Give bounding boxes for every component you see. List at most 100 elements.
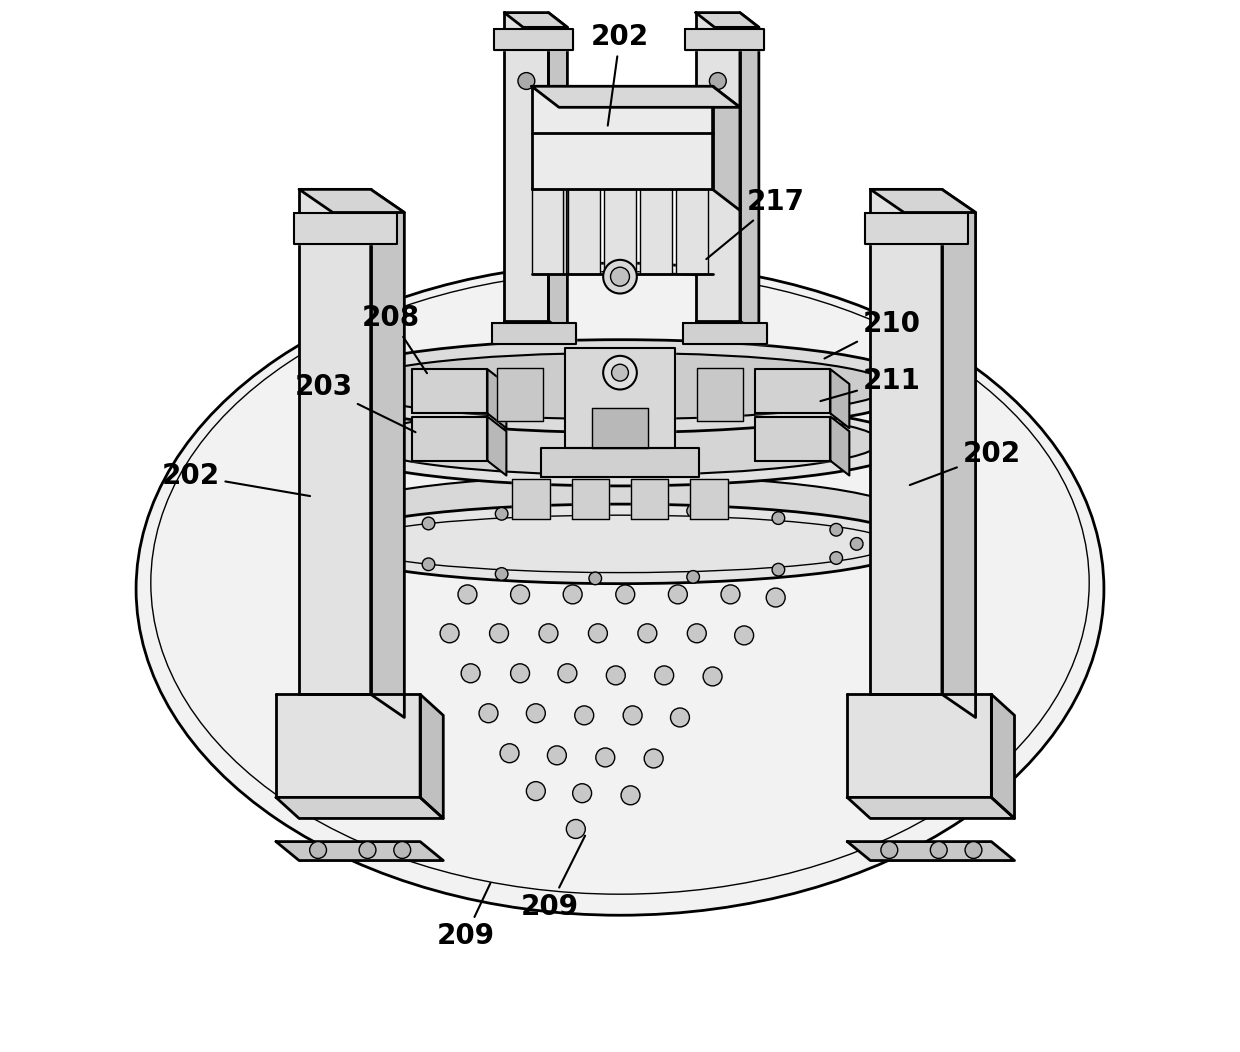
Polygon shape [568,189,600,274]
Polygon shape [847,797,1014,818]
Polygon shape [572,479,610,519]
Ellipse shape [136,263,1104,915]
Polygon shape [866,213,968,244]
Polygon shape [541,448,699,477]
Polygon shape [277,842,443,861]
Polygon shape [491,323,575,344]
Circle shape [773,511,785,524]
Circle shape [595,748,615,767]
Circle shape [382,530,394,543]
Circle shape [511,664,529,683]
Polygon shape [831,417,849,476]
Circle shape [603,260,637,294]
Circle shape [687,505,699,518]
Polygon shape [755,369,831,413]
Polygon shape [505,13,568,27]
Circle shape [687,570,699,583]
Circle shape [440,624,459,643]
Polygon shape [697,368,743,421]
Circle shape [637,624,657,643]
Polygon shape [686,29,764,50]
Ellipse shape [329,476,911,560]
Text: 202: 202 [910,441,1021,485]
Polygon shape [683,323,768,344]
Polygon shape [755,417,831,461]
Polygon shape [847,842,1014,861]
Polygon shape [294,213,397,244]
Text: 209: 209 [436,883,495,950]
Polygon shape [487,369,506,428]
Ellipse shape [360,408,880,476]
Polygon shape [512,479,549,519]
Circle shape [558,664,577,683]
Circle shape [382,545,394,558]
Polygon shape [831,369,849,428]
Circle shape [703,667,722,686]
Circle shape [567,820,585,838]
Polygon shape [640,189,672,274]
Circle shape [671,708,689,727]
Circle shape [500,744,520,763]
Circle shape [851,538,863,550]
Circle shape [830,551,842,564]
Circle shape [589,572,601,585]
Polygon shape [696,13,740,321]
Circle shape [965,842,982,858]
Circle shape [621,786,640,805]
Circle shape [589,503,601,515]
Text: 217: 217 [707,188,805,259]
Circle shape [611,364,629,381]
Circle shape [310,842,326,858]
Circle shape [422,558,435,570]
Polygon shape [564,347,676,448]
Polygon shape [277,797,443,818]
Circle shape [573,784,591,803]
Circle shape [687,624,707,643]
Ellipse shape [329,402,911,486]
Polygon shape [371,189,404,717]
Polygon shape [991,694,1014,818]
Circle shape [616,585,635,604]
Circle shape [422,518,435,530]
Circle shape [773,564,785,576]
Circle shape [610,267,630,286]
Circle shape [461,664,480,683]
Circle shape [606,666,625,685]
Circle shape [766,588,785,607]
Circle shape [830,524,842,537]
Polygon shape [412,369,487,413]
Circle shape [575,706,594,725]
Circle shape [511,585,529,604]
Polygon shape [299,189,404,213]
Polygon shape [299,189,371,694]
Circle shape [655,666,673,685]
Circle shape [668,585,687,604]
Polygon shape [604,189,636,274]
Polygon shape [691,479,728,519]
Circle shape [495,568,508,581]
Polygon shape [942,189,976,717]
Circle shape [479,704,498,723]
Polygon shape [420,694,443,818]
Polygon shape [740,13,759,336]
Polygon shape [412,417,487,461]
Circle shape [495,507,508,520]
Circle shape [720,585,740,604]
Polygon shape [548,13,568,336]
Text: 209: 209 [521,835,585,920]
Circle shape [603,356,637,389]
Polygon shape [696,13,759,27]
Ellipse shape [322,504,918,584]
Circle shape [360,842,376,858]
Polygon shape [532,86,740,107]
Text: 211: 211 [821,367,920,401]
Circle shape [526,704,546,723]
Ellipse shape [350,352,890,419]
Polygon shape [713,86,740,210]
Text: 202: 202 [591,23,649,125]
Circle shape [490,624,508,643]
Circle shape [394,842,410,858]
Polygon shape [532,86,713,189]
Polygon shape [847,694,991,797]
Circle shape [526,782,546,801]
